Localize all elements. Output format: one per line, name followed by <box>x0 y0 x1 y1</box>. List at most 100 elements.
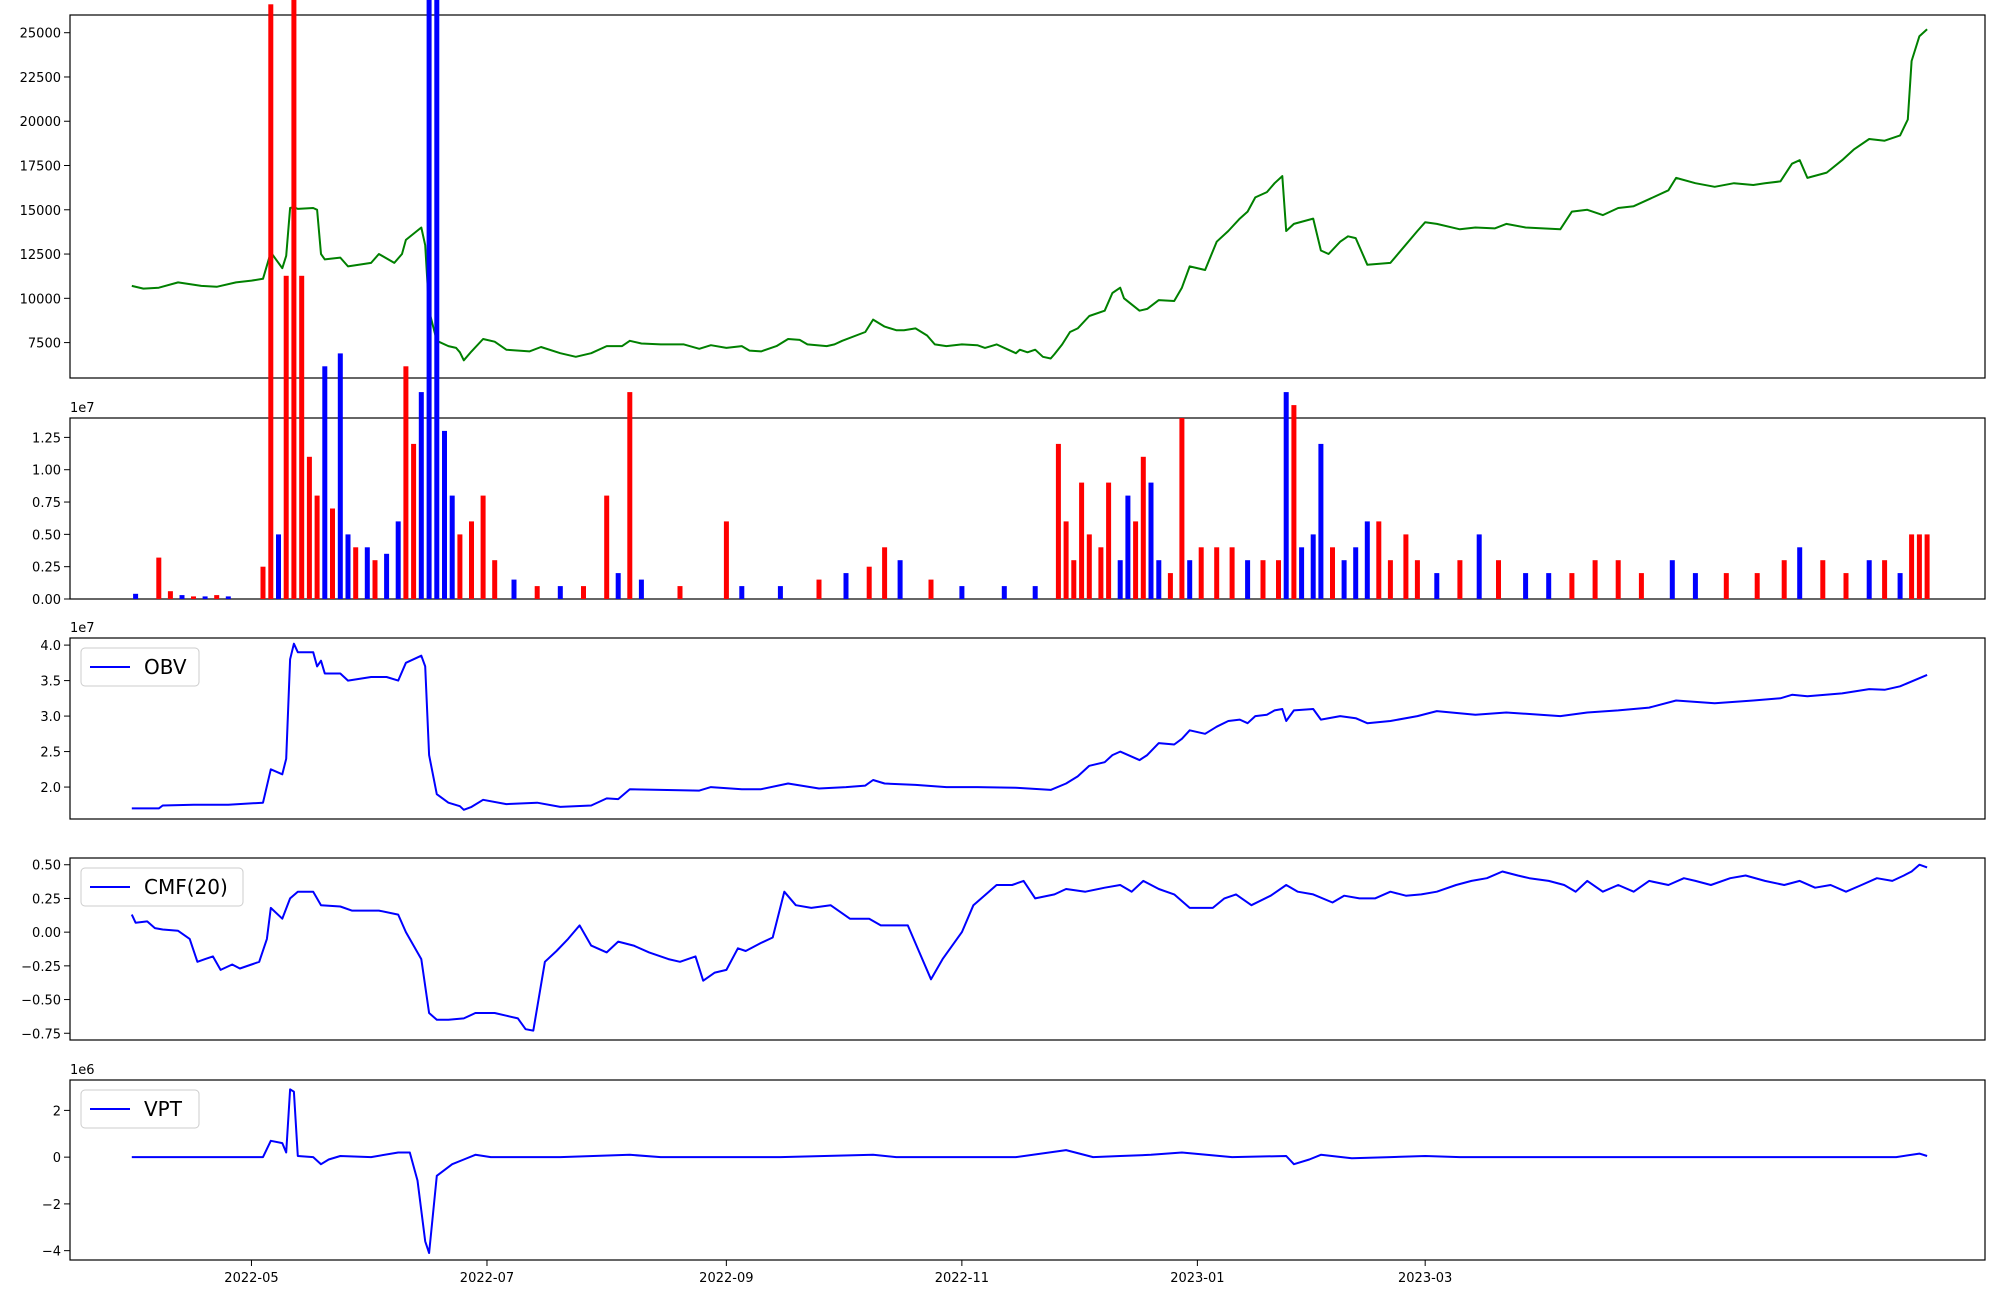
volume-bar <box>1071 560 1077 599</box>
axis-offset-label: 1e7 <box>70 621 95 636</box>
y-tick-label: −0.25 <box>21 960 61 975</box>
volume-bar <box>492 560 498 599</box>
volume-bar <box>1457 560 1463 599</box>
volume-panel: 0.00 0.25 0.50 0.75 1.00 1.25 1e7 <box>32 0 1986 608</box>
y-tick-label: 2 <box>53 1104 61 1119</box>
volume-bar <box>384 553 390 600</box>
volume-bar <box>1897 573 1903 599</box>
volume-bar <box>372 560 378 599</box>
axes-frame <box>69 14 1986 379</box>
volume-bar <box>156 557 162 599</box>
obv-panel: OBV 2.0 2.5 3.0 3.5 4.0 1e7 <box>40 621 1986 820</box>
volume-bar <box>1341 560 1347 599</box>
volume-bar <box>866 566 872 599</box>
y-tick-label: −4 <box>42 1245 61 1260</box>
volume-bar <box>1299 547 1305 599</box>
legend-label: CMF(20) <box>144 875 228 899</box>
volume-bar <box>627 392 633 599</box>
volume-bar <box>1148 482 1154 599</box>
volume-bar <box>1376 521 1382 599</box>
volume-bar <box>1117 560 1123 599</box>
volume-bar <box>179 595 185 599</box>
volume-bar <box>777 586 783 599</box>
volume-bar <box>1156 560 1162 599</box>
volume-bar <box>534 586 540 599</box>
legend-box <box>80 647 200 687</box>
y-tick-label: 1.00 <box>32 464 61 479</box>
volume-bar <box>1754 573 1760 599</box>
y-tick-label: 15000 <box>20 204 61 219</box>
volume-bar <box>739 586 745 599</box>
volume-bar <box>283 275 289 599</box>
y-tick-label: 1.25 <box>32 431 61 446</box>
volume-bar <box>677 586 683 599</box>
y-tick-label: 3.0 <box>40 710 61 725</box>
volume-bar <box>581 586 586 599</box>
cmf-panel: CMF(20) −0.75 −0.50 −0.25 0.00 0.25 0.50 <box>21 857 1986 1042</box>
y-tick-label: 22500 <box>20 71 61 86</box>
cmf-series-line <box>130 863 1928 1032</box>
volume-bar <box>1916 534 1922 599</box>
volume-bar <box>411 443 417 599</box>
volume-bar <box>322 366 328 599</box>
volume-bar <box>1187 560 1193 599</box>
y-tick-label: 2.0 <box>40 781 61 796</box>
x-tick-label: 2023-03 <box>1398 1271 1452 1286</box>
volume-bar <box>1291 405 1297 599</box>
volume-bar <box>1353 547 1359 599</box>
volume-bar <box>225 596 231 599</box>
y-tick-label: 2.5 <box>40 746 61 761</box>
volume-bar <box>1403 534 1409 599</box>
volume-bar <box>268 4 274 600</box>
volume-bar <box>557 586 563 599</box>
axis-offset-label: 1e7 <box>70 401 95 416</box>
volume-bar <box>1098 547 1104 599</box>
y-tick-label: 7500 <box>28 337 61 352</box>
volume-bar <box>1245 560 1251 599</box>
volume-bar <box>882 547 888 599</box>
volume-bar <box>723 521 729 599</box>
vpt-panel: VPT −4 −2 0 2 1e6 2022-05 2022-07 2022-09 2022-11… <box>42 1063 1986 1286</box>
volume-bar <box>1546 573 1552 599</box>
x-tick-label: 2022-05 <box>224 1271 278 1286</box>
y-tick-label: 0 <box>53 1151 61 1166</box>
y-tick-label: 25000 <box>20 27 61 42</box>
volume-bar <box>1198 547 1204 599</box>
volume-bar <box>1079 482 1085 599</box>
volume-bar <box>449 495 455 599</box>
volume-bar <box>202 596 208 599</box>
volume-bar <box>1260 560 1266 599</box>
legend-label: OBV <box>144 655 187 679</box>
volume-bar <box>1924 534 1930 599</box>
volume-bar <box>1843 573 1849 599</box>
y-tick-label: 4.0 <box>40 639 61 654</box>
volume-bar <box>1063 521 1069 599</box>
legend-box <box>80 867 244 907</box>
x-tick-label: 2022-09 <box>699 1271 753 1286</box>
volume-bar <box>1434 573 1440 599</box>
volume-bar <box>1055 443 1061 599</box>
y-tick-label: 17500 <box>20 160 61 175</box>
price-series-line <box>131 28 1928 362</box>
volume-bar <box>1866 560 1872 599</box>
volume-bar <box>1140 456 1146 599</box>
axes-frame <box>69 857 1986 1041</box>
volume-bar <box>299 275 305 599</box>
legend-label: VPT <box>144 1097 183 1121</box>
y-tick-label: 20000 <box>20 115 61 130</box>
volume-bar <box>480 495 486 599</box>
vpt-series-line <box>131 1088 1928 1254</box>
volume-bar <box>214 595 220 599</box>
volume-bar <box>353 547 359 599</box>
volume-bar <box>426 0 432 599</box>
volume-bar <box>337 353 343 599</box>
volume-bar <box>1882 560 1888 599</box>
volume-bar <box>897 560 903 599</box>
volume-bar <box>345 534 351 599</box>
volume-bar <box>291 0 297 599</box>
volume-bar <box>843 573 849 599</box>
volume-bar <box>1797 547 1803 599</box>
volume-bar <box>276 534 281 599</box>
volume-bar <box>330 508 335 599</box>
